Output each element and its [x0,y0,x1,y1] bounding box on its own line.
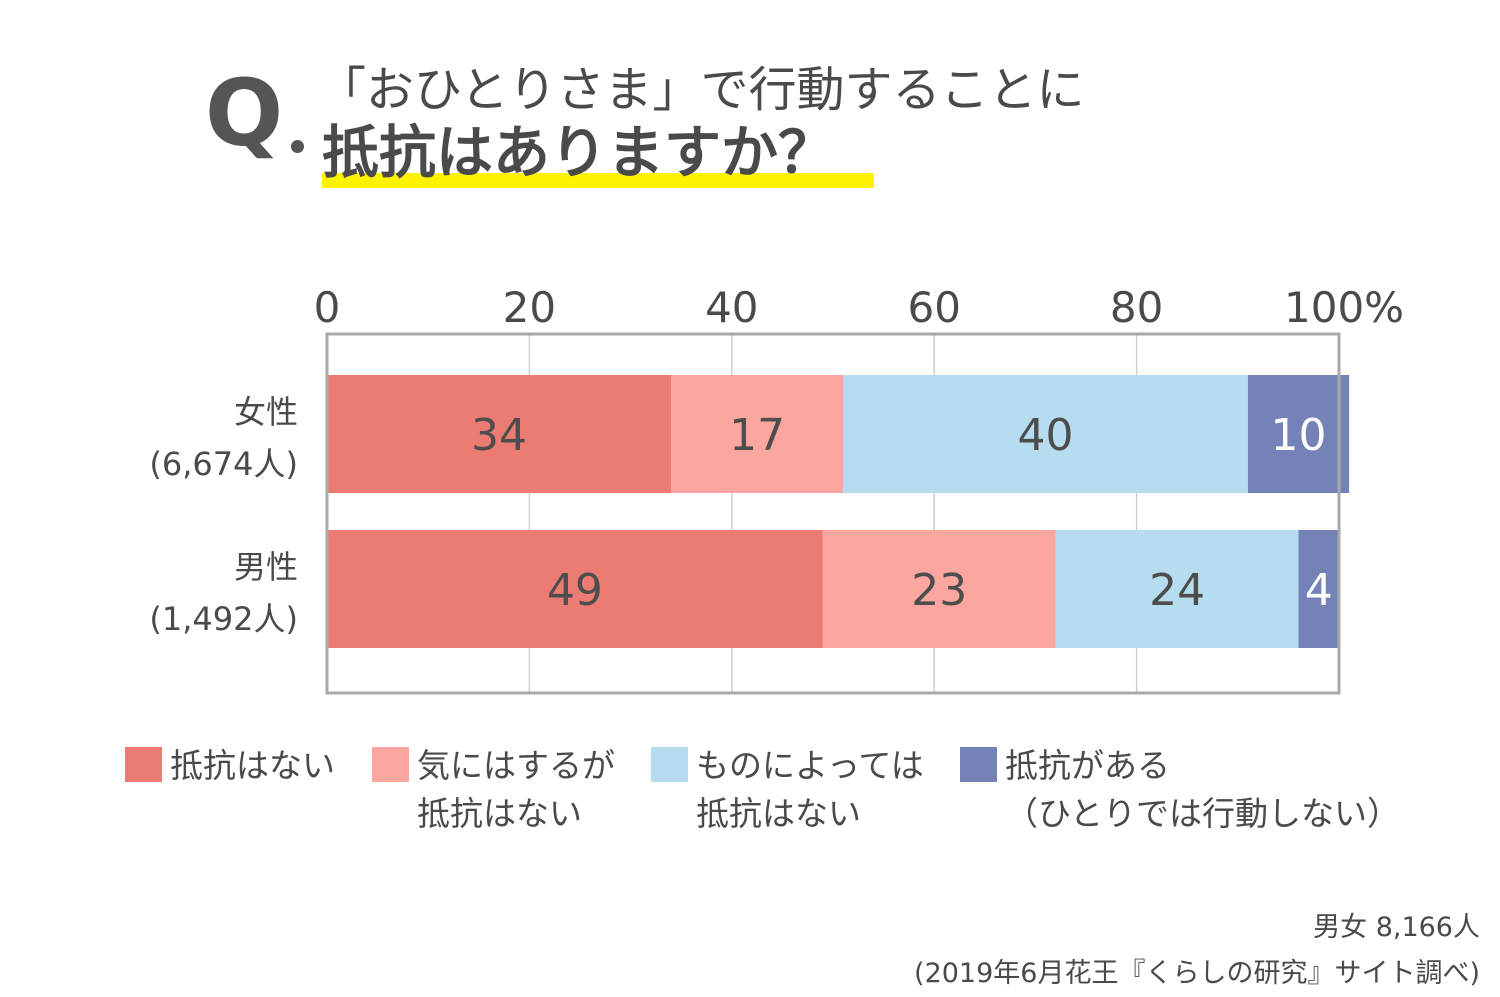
legend-label-2-line-1: 抵抗はない [696,794,861,833]
category-label-1: 男性 [234,548,298,586]
legend-swatch-0 [125,747,162,782]
legend-label-2: ものによっては 抵抗はない [696,742,924,838]
legend-label-2-line-0: ものによっては [696,746,924,785]
x-tick-label-2: 40 [705,283,758,332]
legend-label-0: 抵抗はない [170,742,335,790]
bar-1-2 [1055,530,1299,648]
bar-value-label-0-2: 40 [1018,410,1074,461]
bar-value-label-1-3: 4 [1305,565,1333,616]
plot-frame [325,332,1341,695]
bar-1-0 [327,530,823,648]
x-tick-label-5: 100% [1284,283,1404,332]
question-line-1: 「おひとりさま」で行動することに [318,62,1085,118]
legend-swatch-1 [372,747,409,782]
question-line-2-wrap: 抵抗はありますか？ [322,120,874,188]
legend-swatch-2 [651,747,688,782]
bar-1-1 [822,530,1056,648]
legend-label-3-line-1: （ひとりでは行動しない） [1005,794,1401,833]
bar-value-label-1-1: 23 [911,565,967,616]
bar-1-3 [1298,530,1339,648]
legend-swatch-3 [960,747,997,782]
source-line-2: (2019年6月花王『くらしの研究』サイト調べ) [914,958,1480,989]
category-sub-label-1: (1,492人) [149,600,298,638]
q-dot [291,140,304,153]
source-line-1: 男女 8,166人 [1313,912,1480,943]
bar-value-label-1-2: 24 [1149,565,1205,616]
legend-label-1-line-1: 抵抗はない [417,794,582,833]
category-label-layer: 女性 (6,674人) 男性 (1,492人) [149,393,298,638]
source-note: 男女 8,166人 (2019年6月花王『くらしの研究』サイト調べ) [914,905,1480,997]
category-sub-label-0: (6,674人) [149,445,298,483]
bar-layer: 34 17 40 10 49 23 24 4 [327,375,1350,648]
x-tick-label-1: 20 [503,283,556,332]
bar-value-label-0-3: 10 [1271,410,1327,461]
question-line-2: 抵抗はありますか？ [322,120,835,186]
bar-value-label-0-0: 34 [471,410,527,461]
bar-0-2 [843,375,1248,493]
legend-label-1: 気にはするが 抵抗はない [417,742,615,838]
tick-layer: 0 20 40 60 80 100% [314,283,1404,332]
bar-0-0 [327,375,672,493]
bar-value-label-1-0: 49 [547,565,603,616]
title-highlight [322,173,874,188]
legend-label-3: 抵抗がある （ひとりでは行動しない） [1005,742,1400,838]
bar-0-1 [671,375,844,493]
x-tick-label-4: 80 [1110,283,1163,332]
category-label-0: 女性 [234,393,298,431]
q-mark: Q [205,60,283,167]
legend-label-3-line-0: 抵抗がある [1005,746,1170,785]
x-tick-label-0: 0 [314,283,341,332]
bar-value-label-0-1: 17 [729,410,785,461]
x-tick-label-3: 60 [907,283,960,332]
legend-label-1-line-0: 気にはするが [417,746,615,785]
bar-0-3 [1247,375,1350,493]
legend-label-0-line-0: 抵抗はない [170,746,335,785]
